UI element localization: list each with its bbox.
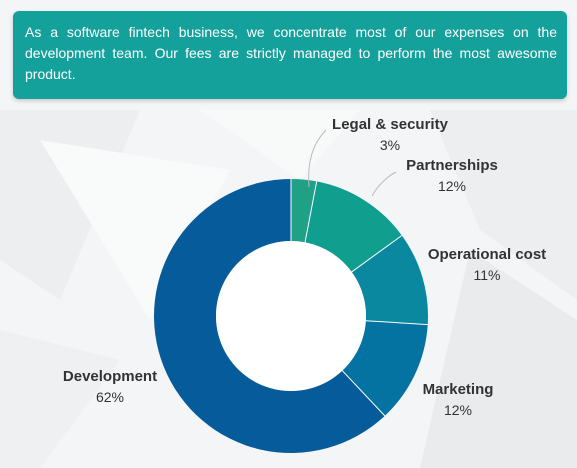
value-partnerships: 12%	[438, 178, 466, 194]
value-operational-cost: 11%	[474, 267, 501, 283]
slice-development	[153, 179, 385, 454]
value-marketing: 12%	[444, 402, 472, 418]
slice-separator	[304, 181, 318, 243]
label-legal-security: Legal & security	[332, 116, 449, 133]
slice-marketing	[342, 320, 428, 416]
leader-legal-security	[308, 129, 327, 188]
intro-banner: As a software fintech business, we conce…	[13, 11, 567, 99]
slice-separator	[365, 320, 428, 326]
slice-separator	[341, 370, 386, 417]
slice-labels: Legal & security 3% Partnerships 12% Operati…	[63, 116, 546, 418]
slice-partnerships	[305, 181, 402, 272]
donut-hole	[216, 241, 366, 391]
slice-separator	[351, 235, 403, 273]
value-legal-security: 3%	[380, 137, 400, 153]
label-operational-cost: Operational cost	[428, 246, 546, 263]
slice-legal-security	[291, 179, 317, 243]
donut-slices	[153, 179, 428, 454]
intro-text: As a software fintech business, we conce…	[25, 24, 557, 82]
leader-lines	[308, 129, 397, 197]
leader-partnerships	[371, 171, 397, 197]
value-development: 62%	[96, 389, 124, 405]
label-development: Development	[63, 368, 157, 385]
label-partnerships: Partnerships	[406, 157, 498, 174]
slice-operational-cost	[351, 235, 428, 325]
label-marketing: Marketing	[423, 381, 494, 398]
